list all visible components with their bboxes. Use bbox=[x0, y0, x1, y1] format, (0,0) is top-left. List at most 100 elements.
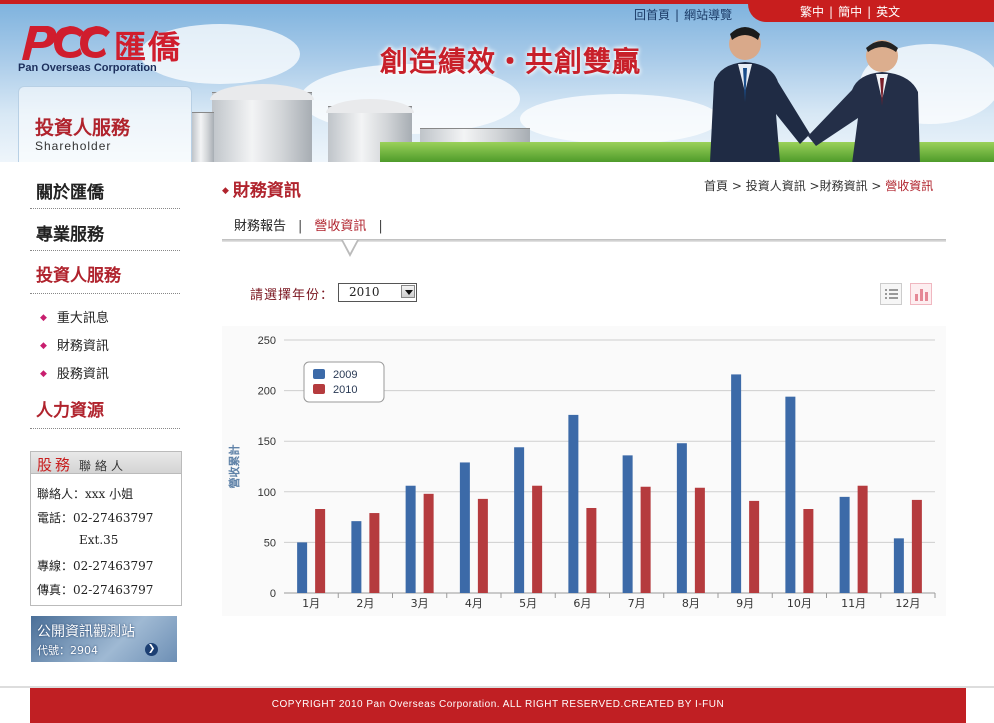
language-bar: 繁中 | 簡中 | 英文 bbox=[748, 0, 994, 22]
x-tick-label: 6月 bbox=[573, 597, 591, 610]
diamond-bullet-icon: ◆ bbox=[40, 369, 47, 379]
bar-2010-9 bbox=[749, 500, 760, 593]
contact-extension: Ext.35 bbox=[79, 533, 119, 547]
storage-tank-roof bbox=[326, 99, 414, 113]
footer: COPYRIGHT 2010 Pan Overseas Corporation.… bbox=[30, 688, 966, 723]
link-separator: | bbox=[675, 8, 680, 22]
year-select-value: 2010 bbox=[349, 285, 380, 299]
x-tick-label: 3月 bbox=[411, 597, 429, 610]
bar-2010-7 bbox=[640, 486, 651, 593]
divider bbox=[30, 208, 180, 209]
mops-banner-link[interactable]: 公開資訊觀測站 代號：2904 ❯ bbox=[31, 616, 177, 662]
businessman-left-image bbox=[710, 27, 810, 162]
y-tick-label: 200 bbox=[258, 386, 276, 398]
diamond-bullet-icon: ◆ bbox=[40, 313, 47, 323]
bar-2009-3 bbox=[405, 485, 416, 593]
storage-tank-image bbox=[192, 112, 214, 162]
bar-2009-7 bbox=[622, 455, 633, 593]
contact-box: 股務 聯絡人 聯絡人：xxx 小姐 電話：02-27463797 Ext.35 … bbox=[30, 451, 182, 606]
tab-underline bbox=[222, 239, 946, 242]
list-view-button[interactable] bbox=[880, 283, 902, 305]
subitem-label: 重大訊息 bbox=[56, 311, 109, 326]
sidebar-item-about[interactable]: 關於匯僑 bbox=[36, 183, 104, 203]
contact-person: 聯絡人：xxx 小姐 bbox=[37, 487, 134, 501]
bar-2010-12 bbox=[911, 499, 922, 593]
revenue-bar-chart: 0 50 100 150 200 250 營收累計 1月 2月 3月 4月 5月 6月 7月 8月 9月 10月… bbox=[227, 335, 936, 610]
lang-simplified-link[interactable]: 簡中 bbox=[838, 5, 863, 19]
bar-2010-10 bbox=[803, 509, 814, 593]
sidebar-item-hr[interactable]: 人力資源 bbox=[36, 401, 104, 421]
contact-direct-line: 專線：02-27463797 bbox=[37, 559, 154, 573]
y-tick-label: 100 bbox=[258, 487, 276, 499]
mops-code: 代號：2904 bbox=[37, 644, 98, 657]
grass-strip bbox=[380, 142, 994, 162]
bar-2010-4 bbox=[477, 498, 488, 593]
top-accent-bar bbox=[0, 0, 994, 4]
bar-2010-8 bbox=[694, 487, 705, 593]
tab-revenue-info[interactable]: 營收資訊 bbox=[314, 219, 367, 234]
contact-fax: 傳真：02-27463797 bbox=[37, 583, 154, 597]
bar-2010-2 bbox=[369, 513, 380, 593]
year-select-label: 請選擇年份： bbox=[250, 288, 335, 303]
mops-title: 公開資訊觀測站 bbox=[37, 624, 135, 640]
subitem-label: 財務資訊 bbox=[56, 339, 109, 354]
logo-english-name: Pan Overseas Corporation bbox=[18, 62, 157, 74]
chevron-down-icon[interactable] bbox=[401, 285, 415, 298]
tab-financial-report[interactable]: 財務報告 bbox=[234, 219, 287, 234]
x-tick-label: 4月 bbox=[465, 597, 483, 610]
breadcrumb-investor[interactable]: 投資人資訊 bbox=[745, 179, 806, 193]
x-tick-label: 12月 bbox=[895, 597, 920, 610]
tab-separator: | bbox=[298, 219, 303, 234]
revenue-chart: 0 50 100 150 200 250 營收累計 1月 2月 3月 4月 5月 6月 7月 8月 9月 10月… bbox=[222, 326, 946, 616]
section-title: 投資人服務 bbox=[35, 117, 131, 139]
contact-title: 股務 bbox=[37, 456, 74, 474]
arrow-right-icon: ❯ bbox=[145, 643, 158, 656]
x-tick-label: 11月 bbox=[841, 597, 866, 610]
diamond-bullet-icon: ◆ bbox=[222, 186, 229, 196]
list-icon bbox=[885, 289, 898, 299]
section-label-box: 投資人服務 Shareholder bbox=[18, 86, 192, 162]
businessman-right-image bbox=[808, 40, 920, 162]
y-tick-label: 250 bbox=[258, 335, 276, 347]
cloud-decoration bbox=[140, 24, 300, 84]
logo-chinese-name: 匯僑 bbox=[114, 28, 183, 66]
sidebar-item-investor[interactable]: 投資人服務 bbox=[36, 266, 121, 286]
year-select[interactable]: 2010 bbox=[338, 283, 417, 302]
bar-2009-8 bbox=[676, 443, 687, 593]
y-tick-label: 50 bbox=[264, 537, 276, 549]
chart-legend bbox=[303, 361, 385, 403]
cloud-decoration bbox=[520, 94, 720, 144]
legend-label: 2009 bbox=[333, 369, 357, 381]
breadcrumb-home[interactable]: 首頁 bbox=[704, 179, 729, 193]
y-axis-label: 營收累計 bbox=[227, 445, 241, 489]
bar-2010-3 bbox=[423, 493, 434, 593]
bar-2009-10 bbox=[785, 396, 796, 593]
footer-shadow bbox=[0, 686, 994, 688]
bar-2010-11 bbox=[857, 485, 868, 593]
bar-2009-1 bbox=[297, 542, 308, 593]
bar-2010-5 bbox=[532, 485, 543, 593]
header-banner: 匯僑 Pan Overseas Corporation 創造績效・共創雙贏 投資… bbox=[0, 4, 994, 162]
chart-view-button[interactable] bbox=[910, 283, 932, 305]
tab-separator: | bbox=[378, 219, 383, 234]
lang-traditional-link[interactable]: 繁中 bbox=[800, 5, 825, 19]
sidebar-item-services[interactable]: 專業服務 bbox=[36, 225, 104, 245]
bar-2009-4 bbox=[459, 462, 470, 593]
x-tick-label: 2月 bbox=[356, 597, 374, 610]
contact-phone: 電話：02-27463797 bbox=[37, 511, 154, 525]
legend-swatch bbox=[313, 384, 325, 394]
diamond-bullet-icon: ◆ bbox=[40, 341, 47, 351]
sidebar-subitem-financial[interactable]: ◆ 財務資訊 bbox=[40, 335, 109, 354]
sidebar-subitem-stock[interactable]: ◆ 股務資訊 bbox=[40, 363, 109, 382]
utility-links: 回首頁 | 網站導覽 bbox=[634, 6, 732, 23]
home-link[interactable]: 回首頁 bbox=[634, 8, 671, 22]
lang-english-link[interactable]: 英文 bbox=[876, 5, 901, 19]
bar-2009-11 bbox=[839, 496, 850, 593]
divider bbox=[30, 250, 180, 251]
sidebar-subitem-major-news[interactable]: ◆ 重大訊息 bbox=[40, 307, 109, 326]
breadcrumb-financial[interactable]: 財務資訊 bbox=[819, 179, 868, 193]
banner-slogan: 創造績效・共創雙贏 bbox=[380, 45, 642, 78]
x-tick-label: 5月 bbox=[519, 597, 537, 610]
sitemap-link[interactable]: 網站導覽 bbox=[684, 8, 733, 22]
bar-2009-6 bbox=[568, 414, 579, 593]
